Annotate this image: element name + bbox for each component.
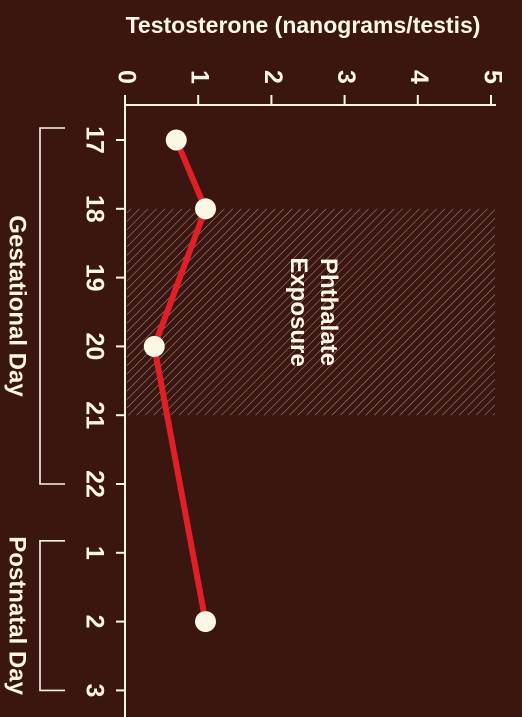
testosterone-series-line <box>151 138 209 623</box>
day-tick-label: 20 <box>80 332 108 360</box>
value-tick-label: 5 <box>478 70 506 84</box>
data-point <box>195 198 217 220</box>
day-tick-label: 19 <box>80 264 108 292</box>
day-tick-label: 22 <box>80 470 108 498</box>
data-point <box>195 611 217 633</box>
phthalate-exposure-band <box>127 208 495 416</box>
value-tick-label: 1 <box>186 70 214 84</box>
value-axis-title: Testosterone (nanograms/testis) <box>126 12 481 38</box>
day-tick-label: 2 <box>80 615 108 629</box>
value-tick-label: 3 <box>332 70 360 84</box>
group-label: Gestational Day <box>4 215 31 397</box>
day-tick-label: 3 <box>80 683 108 697</box>
day-tick-label: 1 <box>80 546 108 560</box>
value-tick-label: 2 <box>259 70 287 84</box>
data-point <box>143 335 165 357</box>
group-label: Postnatal Day <box>4 536 31 695</box>
group-bracket <box>39 127 65 485</box>
day-tick-label: 21 <box>80 401 108 429</box>
day-tick-label: 17 <box>80 126 108 154</box>
group-bracket <box>39 540 65 692</box>
value-tick-label: 0 <box>112 70 140 84</box>
day-tick-label: 18 <box>80 195 108 223</box>
phthalate-exposure-label: PhthalateExposure <box>285 257 342 366</box>
data-point <box>165 129 187 151</box>
value-tick-label: 4 <box>405 70 433 84</box>
